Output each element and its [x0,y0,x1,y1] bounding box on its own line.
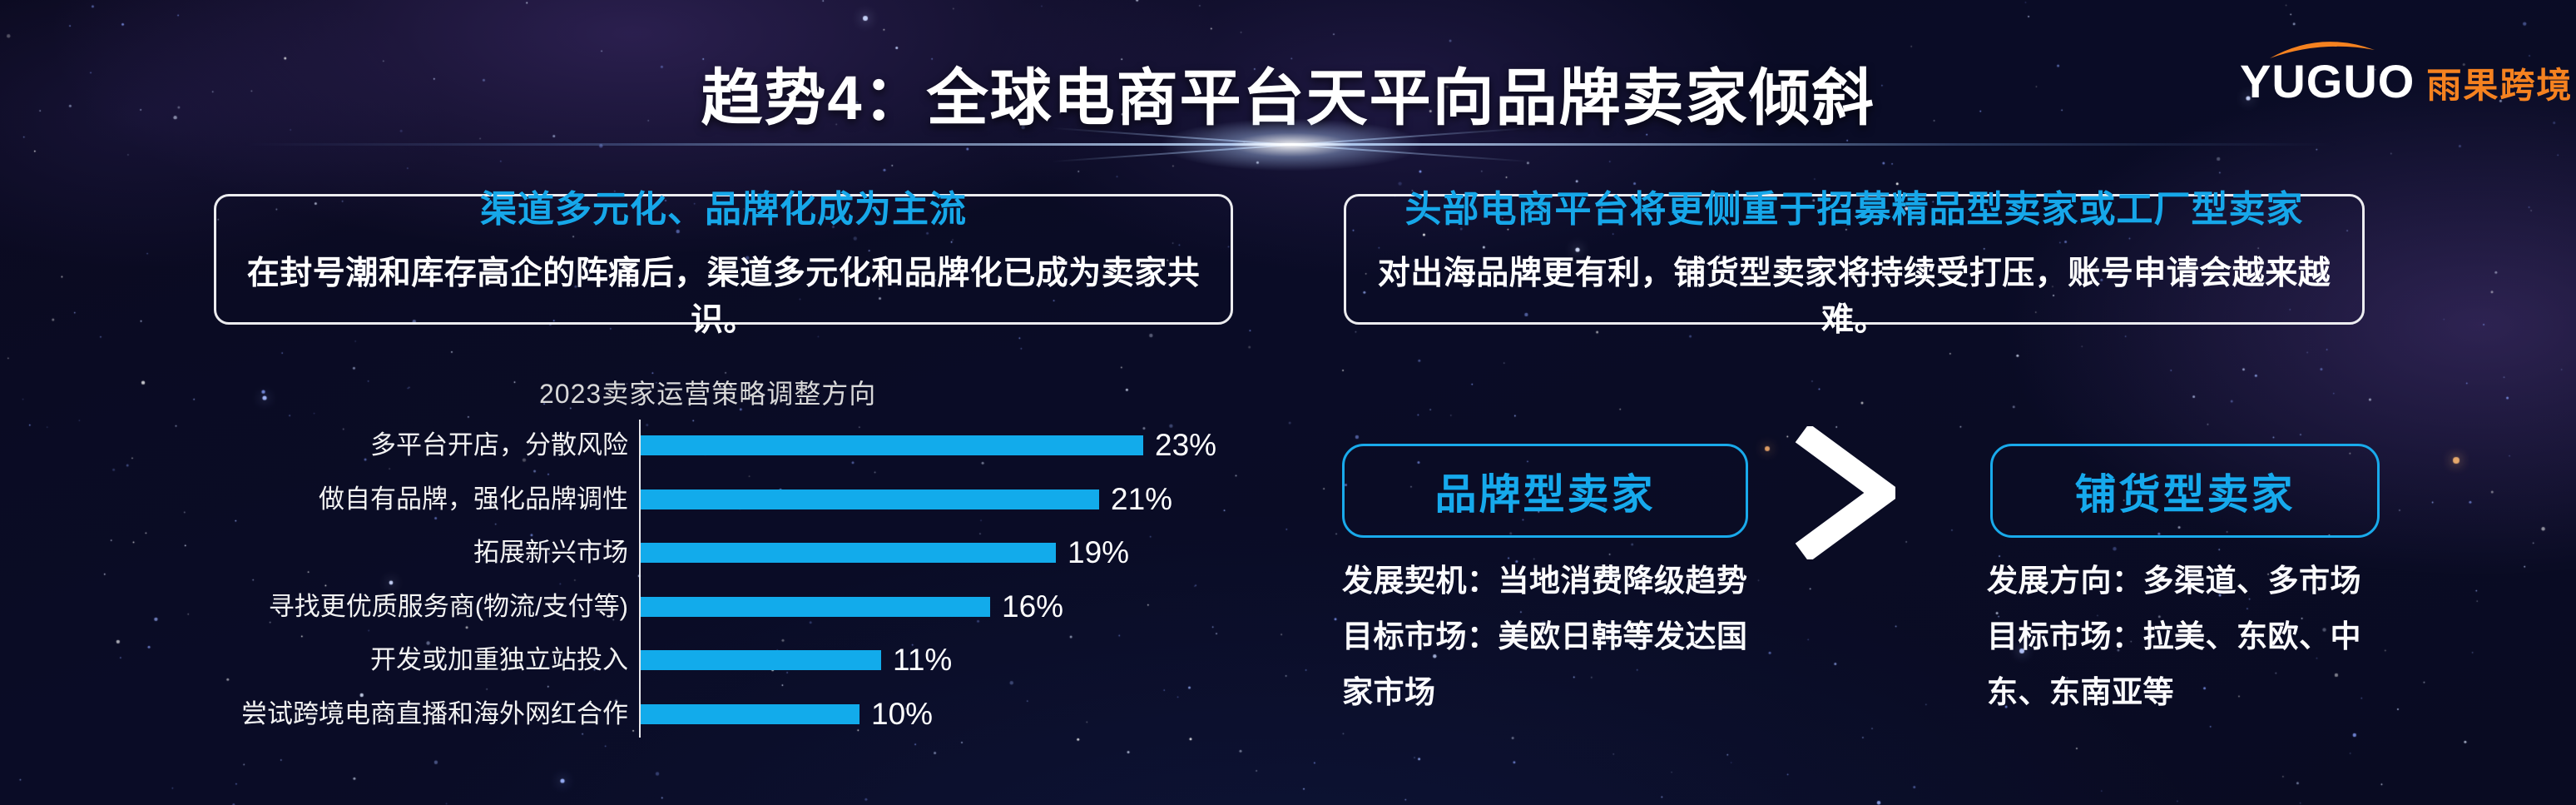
divider-flare-icon [1158,118,1424,171]
logo-latin-wrap: YUGUO [2240,42,2415,107]
detail-line: 发展方向：多渠道、多市场 [1987,564,2361,598]
bar [641,543,1056,564]
bar [641,596,990,617]
bar-label: 寻找更优质服务商(物流/支付等) [268,591,628,621]
chart-title: 2023卖家运营策略调整方向 [539,379,877,409]
distribution-seller-details: 发展方向：多渠道、多市场 目标市场：拉美、东欧、中东、东南亚等 [1987,553,2376,720]
chart-axis-line [639,420,641,738]
insight-box-channels: 渠道多元化、品牌化成为主流 在封号潮和库存高企的阵痛后，渠道多元化和品牌化已成为… [214,189,1233,338]
bar [641,650,881,671]
bar-label: 多平台开店，分散风险 [370,430,628,460]
distribution-seller-label: 铺货型卖家 [2074,470,2296,518]
bar-label: 开发或加重独立站投入 [370,645,628,675]
bar-value: 10% [871,697,934,731]
detail-line: 发展契机：当地消费降级趋势 [1342,564,1748,598]
insight-body: 对出海品牌更有利，铺货型卖家将持续受打压，账号申请会越来越难。 [1377,255,2331,338]
distribution-seller-box: 铺货型卖家 [1990,444,2380,538]
bar-value: 11% [893,643,953,678]
brand-seller-label: 品牌型卖家 [1434,470,1656,518]
bar-label: 拓展新兴市场 [473,538,628,568]
logo-cjk-text: 雨果跨境 [2426,66,2574,105]
insight-heading: 渠道多元化、品牌化成为主流 [480,188,967,230]
brand-seller-box: 品牌型卖家 [1342,444,1748,538]
detail-line: 目标市场：美欧日韩等发达国家市场 [1342,619,1748,709]
bar-label: 做自有品牌，强化品牌调性 [319,484,628,514]
bar [641,435,1143,455]
detail-line: 目标市场：拉美、东欧、中东、东南亚等 [1987,619,2361,709]
insight-body: 在封号潮和库存高企的阵痛后，渠道多元化和品牌化已成为卖家共识。 [246,255,1201,338]
bar-value: 19% [1068,535,1130,570]
yuguo-logo: YUGUO 雨果跨境 [2240,42,2574,107]
bar-value: 23% [1155,428,1217,462]
bar [641,704,859,724]
bar-value: 16% [1002,589,1064,624]
brand-seller-details: 发展契机：当地消费降级趋势 目标市场：美欧日韩等发达国家市场 [1342,553,1762,720]
insight-box-platforms: 头部电商平台将更侧重于招募精品型卖家或工厂型卖家 对出海品牌更有利，铺货型卖家将… [1344,189,2365,338]
bar-value: 21% [1111,481,1173,516]
insight-heading: 头部电商平台将更侧重于招募精品型卖家或工厂型卖家 [1404,188,2304,230]
bar [641,489,1099,509]
greater-than-icon [1795,426,1895,559]
logo-latin-text: YUGUO [2240,55,2415,107]
bar-label: 尝试跨境电商直播和海外网红合作 [241,699,628,728]
logo-swoosh-icon [2270,42,2375,58]
